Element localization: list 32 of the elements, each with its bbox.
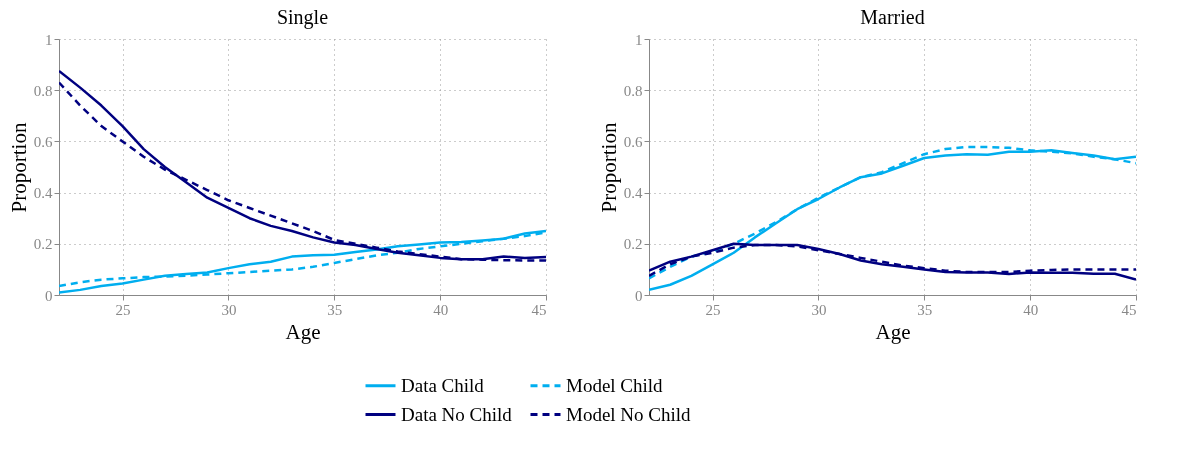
x-axis-title: Age (875, 319, 911, 344)
x-tick-label: 45 (1121, 301, 1137, 318)
x-tick-label: 35 (917, 301, 933, 318)
y-tick-label: 0 (635, 287, 643, 304)
y-tick-label: 1 (635, 31, 643, 48)
x-tick-label: 45 (531, 301, 547, 318)
chart-title: Single (276, 6, 329, 29)
y-tick-label: 0.2 (33, 236, 53, 253)
y-axis-title: Proportion (596, 122, 621, 213)
y-axis-title: Proportion (6, 122, 31, 213)
x-tick-label: 30 (811, 301, 827, 318)
x-axis-title: Age (285, 319, 321, 344)
y-tick-label: 1 (45, 31, 53, 48)
x-tick-label: 25 (115, 301, 131, 318)
legend-label: Model No Child (566, 403, 692, 425)
legend-label: Data No Child (401, 403, 513, 425)
y-tick-label: 0.6 (623, 133, 643, 150)
x-tick-label: 40 (1023, 301, 1039, 318)
x-tick-label: 40 (433, 301, 449, 318)
y-tick-label: 0.8 (33, 82, 53, 99)
legend-label: Model Child (566, 374, 664, 396)
y-tick-label: 0.8 (623, 82, 643, 99)
y-tick-label: 0.4 (623, 185, 643, 202)
x-tick-label: 25 (705, 301, 721, 318)
y-tick-label: 0.2 (623, 236, 643, 253)
x-tick-label: 35 (327, 301, 343, 318)
y-tick-label: 0.6 (33, 133, 53, 150)
chart-title: Married (860, 6, 925, 28)
y-tick-label: 0.4 (33, 185, 53, 202)
y-tick-label: 0 (45, 287, 53, 304)
x-tick-label: 30 (221, 301, 237, 318)
legend-label: Data Child (401, 374, 485, 396)
